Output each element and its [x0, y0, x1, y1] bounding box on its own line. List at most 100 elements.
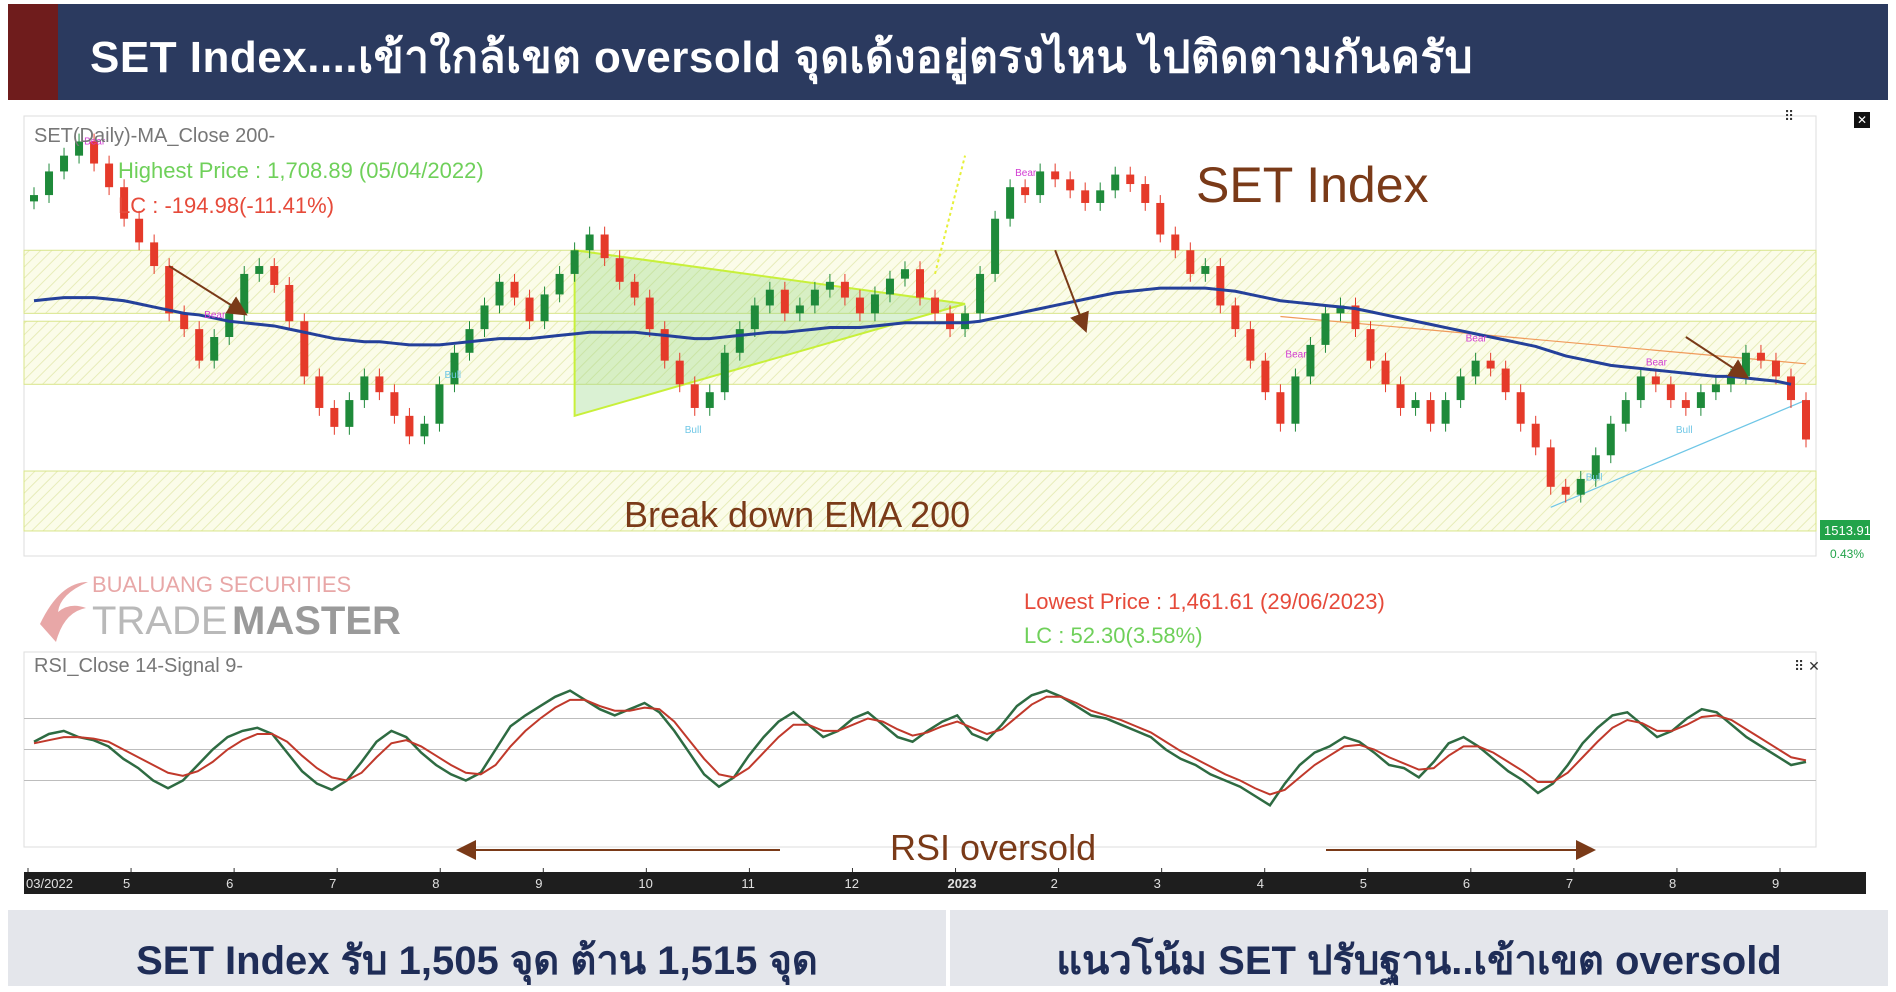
candle-27 [435, 384, 444, 424]
candle-75 [1156, 202, 1165, 235]
signal-label-4: Bear [1015, 168, 1037, 179]
x-tick-label-14: 6 [1463, 876, 1470, 891]
candle-110 [1681, 400, 1690, 408]
panel-close-icon[interactable]: ✕ [1854, 112, 1870, 128]
trend-arrow-0 [168, 265, 248, 316]
candle-49 [765, 289, 774, 306]
candle-53 [825, 281, 834, 290]
candle-14 [240, 273, 249, 314]
watermark-line2b: MASTER [232, 599, 401, 643]
candle-10 [180, 313, 189, 330]
candle-115 [1756, 352, 1765, 361]
x-tick-label-0: 03/2022 [26, 876, 73, 891]
support-trendline [1550, 399, 1807, 508]
candle-59 [916, 269, 924, 298]
trend-text: แนวโน้ม SET ปรับฐาน..เข้าเขต oversold [1056, 939, 1782, 983]
header-accent [8, 4, 58, 100]
candle-117 [1786, 376, 1795, 401]
candle-107 [1636, 376, 1645, 401]
candle-97 [1486, 360, 1495, 369]
candle-6 [120, 187, 129, 219]
signal-label-9: Bull [1676, 425, 1693, 436]
candle-56 [870, 294, 879, 314]
candle-9 [165, 266, 174, 314]
candle-100 [1531, 423, 1540, 448]
candle-65 [1006, 187, 1015, 219]
rsi-panel-move-icon[interactable]: ⠿ ✕ [1794, 658, 1820, 674]
candle-2 [60, 155, 69, 172]
candle-114 [1741, 352, 1750, 377]
x-tick-label-8: 12 [844, 876, 858, 891]
breakout-line [934, 155, 967, 275]
x-tick-label-13: 5 [1360, 876, 1367, 891]
signal-label-0: Bear [84, 137, 106, 148]
signal-label-3: Bull [685, 425, 702, 436]
breakdown-annotation: Break down EMA 200 [624, 494, 970, 535]
candle-88 [1351, 305, 1360, 330]
candle-25 [405, 415, 414, 437]
candle-103 [1576, 478, 1585, 495]
watermark-logo [40, 582, 88, 642]
x-tick-label-1: 5 [123, 876, 130, 891]
candle-19 [315, 376, 324, 408]
candle-64 [991, 218, 1000, 274]
candle-83 [1276, 392, 1285, 424]
candle-98 [1501, 368, 1510, 393]
candle-67 [1036, 171, 1045, 196]
candle-111 [1696, 392, 1705, 408]
candle-8 [150, 242, 159, 267]
watermark-line2a: TRADE [92, 599, 228, 643]
candle-50 [780, 289, 789, 314]
candle-91 [1396, 384, 1405, 408]
candle-26 [420, 423, 429, 437]
candle-34 [540, 294, 549, 322]
candle-92 [1411, 400, 1420, 408]
candle-102 [1561, 486, 1570, 495]
candle-77 [1186, 250, 1195, 274]
candle-24 [390, 392, 399, 416]
candle-51 [795, 305, 804, 314]
signal-label-5: Bear [1285, 350, 1307, 361]
candle-47 [735, 329, 744, 353]
candle-73 [1126, 174, 1135, 185]
candle-112 [1711, 384, 1720, 393]
ema200-line [33, 286, 1792, 386]
footer-right-box: แนวโน้ม SET ปรับฐาน..เข้าเขต oversold [950, 910, 1888, 986]
candle-68 [1051, 171, 1060, 180]
candle-61 [946, 313, 955, 330]
candle-57 [885, 278, 894, 295]
x-tick-label-7: 11 [741, 876, 755, 891]
candle-72 [1111, 174, 1120, 191]
candle-105 [1606, 423, 1615, 456]
candle-109 [1666, 384, 1675, 401]
set-index-chart: Bear Bear Bull Bull Bear Bear Bear Bull Bear Bull… [23, 115, 1871, 894]
candle-39 [615, 258, 624, 282]
support-zone-2 [23, 470, 1817, 532]
candle-52 [810, 289, 819, 306]
trend-arrow-1 [1054, 249, 1089, 333]
candle-84 [1291, 376, 1300, 424]
candle-104 [1591, 455, 1600, 479]
last-price-label: 1513.91 [1824, 523, 1871, 538]
price-indicator-label: SET(Daily)-MA_Close 200- [34, 125, 275, 147]
candle-43 [675, 360, 684, 385]
candle-106 [1621, 400, 1630, 424]
candle-99 [1516, 392, 1525, 424]
x-tick-label-15: 7 [1566, 876, 1573, 891]
x-tick-label-17: 9 [1772, 876, 1779, 891]
candle-3 [75, 141, 84, 156]
x-tick-label-6: 10 [638, 876, 652, 891]
rsi-indicator-label: RSI_Close 14-Signal 9- [34, 655, 243, 677]
signal-label-7: Bull [1586, 473, 1603, 484]
candle-20 [330, 407, 339, 427]
candle-13 [225, 313, 234, 337]
candle-42 [660, 329, 669, 361]
x-tick-label-11: 3 [1154, 876, 1161, 891]
candle-36 [570, 250, 579, 274]
candle-96 [1471, 360, 1480, 377]
x-axis-bar [24, 872, 1866, 894]
candle-86 [1321, 313, 1330, 345]
candle-116 [1771, 360, 1780, 377]
panel-move-icon[interactable]: ⠿ [1784, 108, 1795, 124]
candle-80 [1231, 305, 1240, 330]
